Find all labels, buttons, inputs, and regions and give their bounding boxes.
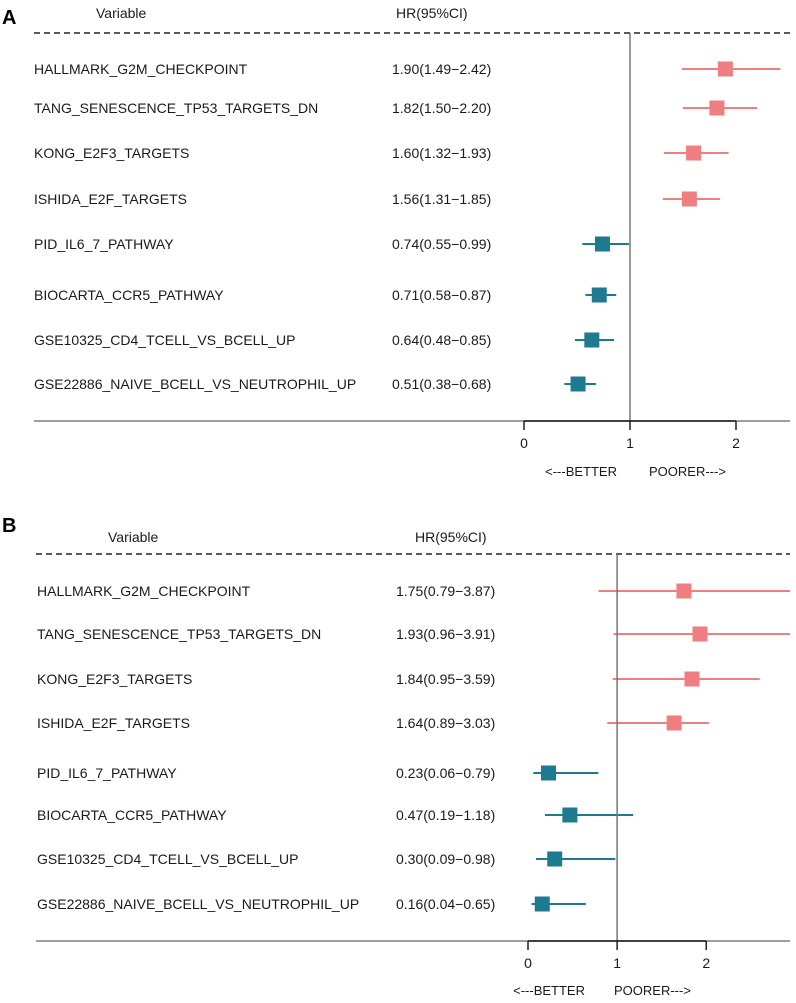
panel-a-hr-header: HR(95%CI) <box>396 5 468 21</box>
row-hr-value: 0.23(0.06−0.79) <box>396 765 495 781</box>
panel-b-hr-header: HR(95%CI) <box>415 529 487 545</box>
axis-tick-label: 2 <box>702 955 710 971</box>
axis-tick-label: 2 <box>732 435 740 451</box>
row-hr-value: 1.90(1.49−2.42) <box>392 61 491 77</box>
panel-b-row: BIOCARTA_CCR5_PATHWAY 0.47(0.19−1.18) <box>37 807 634 823</box>
row-hr-value: 1.84(0.95−3.59) <box>396 671 495 687</box>
axis-tick-label: 0 <box>520 435 528 451</box>
row-hr-value: 1.60(1.32−1.93) <box>392 145 491 161</box>
panel-a-variable-header: Variable <box>96 5 147 21</box>
panel-a-row: ISHIDA_E2F_TARGETS 1.56(1.31−1.85) <box>34 191 721 207</box>
axis-tick-label: 1 <box>613 955 621 971</box>
hazard-ratio-point <box>594 236 610 252</box>
panel-b-row: GSE10325_CD4_TCELL_VS_BCELL_UP 0.30(0.09−… <box>37 851 616 867</box>
hazard-ratio-point <box>584 332 600 348</box>
row-hr-value: 0.74(0.55−0.99) <box>392 236 491 252</box>
axis-tick-label: 1 <box>626 435 634 451</box>
panel-b: B Variable HR(95%CI) HALLMARK_G2M_CHECKP… <box>2 515 790 998</box>
panel-a-row: GSE22886_NAIVE_BCELL_VS_NEUTROPHIL_UP 0.5… <box>34 376 597 392</box>
row-hr-value: 0.64(0.48−0.85) <box>392 332 491 348</box>
panel-a-poorer-label: POORER---> <box>649 464 726 479</box>
row-hr-value: 1.93(0.96−3.91) <box>396 626 495 642</box>
row-hr-value: 1.56(1.31−1.85) <box>392 191 491 207</box>
row-variable-label: PID_IL6_7_PATHWAY <box>37 765 177 781</box>
hazard-ratio-point <box>570 376 586 392</box>
hazard-ratio-point <box>562 807 578 823</box>
hazard-ratio-point <box>534 896 550 912</box>
row-hr-value: 0.16(0.04−0.65) <box>396 896 495 912</box>
hazard-ratio-point <box>684 671 700 687</box>
row-hr-value: 1.75(0.79−3.87) <box>396 583 495 599</box>
hazard-ratio-point <box>709 100 725 116</box>
hazard-ratio-point <box>666 715 682 731</box>
row-hr-value: 0.47(0.19−1.18) <box>396 807 495 823</box>
row-variable-label: TANG_SENESCENCE_TP53_TARGETS_DN <box>34 100 318 116</box>
hazard-ratio-point <box>591 287 607 303</box>
hazard-ratio-point <box>676 583 692 599</box>
panel-a: A Variable HR(95%CI) HALLMARK_G2M_CHECKP… <box>2 5 790 479</box>
panel-a-row: GSE10325_CD4_TCELL_VS_BCELL_UP 0.64(0.48−… <box>34 332 615 348</box>
row-hr-value: 0.51(0.38−0.68) <box>392 376 491 392</box>
row-variable-label: ISHIDA_E2F_TARGETS <box>34 191 187 207</box>
row-hr-value: 0.30(0.09−0.98) <box>396 851 495 867</box>
panel-b-row: ISHIDA_E2F_TARGETS 1.64(0.89−3.03) <box>37 715 709 731</box>
row-variable-label: GSE22886_NAIVE_BCELL_VS_NEUTROPHIL_UP <box>34 376 356 392</box>
panel-b-row: GSE22886_NAIVE_BCELL_VS_NEUTROPHIL_UP 0.1… <box>37 896 586 912</box>
row-variable-label: GSE10325_CD4_TCELL_VS_BCELL_UP <box>34 332 296 348</box>
row-hr-value: 0.71(0.58−0.87) <box>392 287 491 303</box>
panel-a-row: HALLMARK_G2M_CHECKPOINT 1.90(1.49−2.42) <box>34 61 781 77</box>
panel-b-poorer-label: POORER---> <box>614 983 691 998</box>
panel-b-rows: HALLMARK_G2M_CHECKPOINT 1.75(0.79−3.87) TA… <box>37 583 790 912</box>
panel-b-label: B <box>2 515 16 537</box>
row-variable-label: BIOCARTA_CCR5_PATHWAY <box>34 287 224 303</box>
hazard-ratio-point <box>686 145 702 161</box>
panel-a-row: TANG_SENESCENCE_TP53_TARGETS_DN 1.82(1.50… <box>34 100 758 116</box>
hazard-ratio-point <box>717 61 733 77</box>
hazard-ratio-point <box>681 191 697 207</box>
panel-a-rows: HALLMARK_G2M_CHECKPOINT 1.90(1.49−2.42) TA… <box>34 61 781 392</box>
row-variable-label: HALLMARK_G2M_CHECKPOINT <box>34 61 248 77</box>
panel-a-row: BIOCARTA_CCR5_PATHWAY 0.71(0.58−0.87) <box>34 287 617 303</box>
panel-b-row: PID_IL6_7_PATHWAY 0.23(0.06−0.79) <box>37 765 599 781</box>
hazard-ratio-point <box>692 626 708 642</box>
panel-b-row: HALLMARK_G2M_CHECKPOINT 1.75(0.79−3.87) <box>37 583 790 599</box>
row-variable-label: TANG_SENESCENCE_TP53_TARGETS_DN <box>37 626 321 642</box>
row-variable-label: ISHIDA_E2F_TARGETS <box>37 715 190 731</box>
panel-a-ticks: 0 1 2 <box>520 420 740 451</box>
row-variable-label: PID_IL6_7_PATHWAY <box>34 236 174 252</box>
row-hr-value: 1.82(1.50−2.20) <box>392 100 491 116</box>
panel-b-row: TANG_SENESCENCE_TP53_TARGETS_DN 1.93(0.96… <box>37 626 790 642</box>
panel-b-variable-header: Variable <box>108 529 159 545</box>
hazard-ratio-point <box>540 765 556 781</box>
row-variable-label: GSE10325_CD4_TCELL_VS_BCELL_UP <box>37 851 299 867</box>
panel-a-label: A <box>2 7 16 29</box>
panel-b-row: KONG_E2F3_TARGETS 1.84(0.95−3.59) <box>37 671 760 687</box>
panel-b-better-label: <---BETTER <box>513 983 585 998</box>
panel-b-ticks: 0 1 2 <box>524 940 710 971</box>
axis-tick-label: 0 <box>524 955 532 971</box>
panel-a-better-label: <---BETTER <box>545 464 617 479</box>
row-variable-label: KONG_E2F3_TARGETS <box>37 671 192 687</box>
row-variable-label: BIOCARTA_CCR5_PATHWAY <box>37 807 227 823</box>
row-variable-label: GSE22886_NAIVE_BCELL_VS_NEUTROPHIL_UP <box>37 896 359 912</box>
panel-a-row: PID_IL6_7_PATHWAY 0.74(0.55−0.99) <box>34 236 629 252</box>
panel-a-row: KONG_E2F3_TARGETS 1.60(1.32−1.93) <box>34 145 729 161</box>
hazard-ratio-point <box>547 851 563 867</box>
row-variable-label: HALLMARK_G2M_CHECKPOINT <box>37 583 251 599</box>
row-hr-value: 1.64(0.89−3.03) <box>396 715 495 731</box>
row-variable-label: KONG_E2F3_TARGETS <box>34 145 189 161</box>
